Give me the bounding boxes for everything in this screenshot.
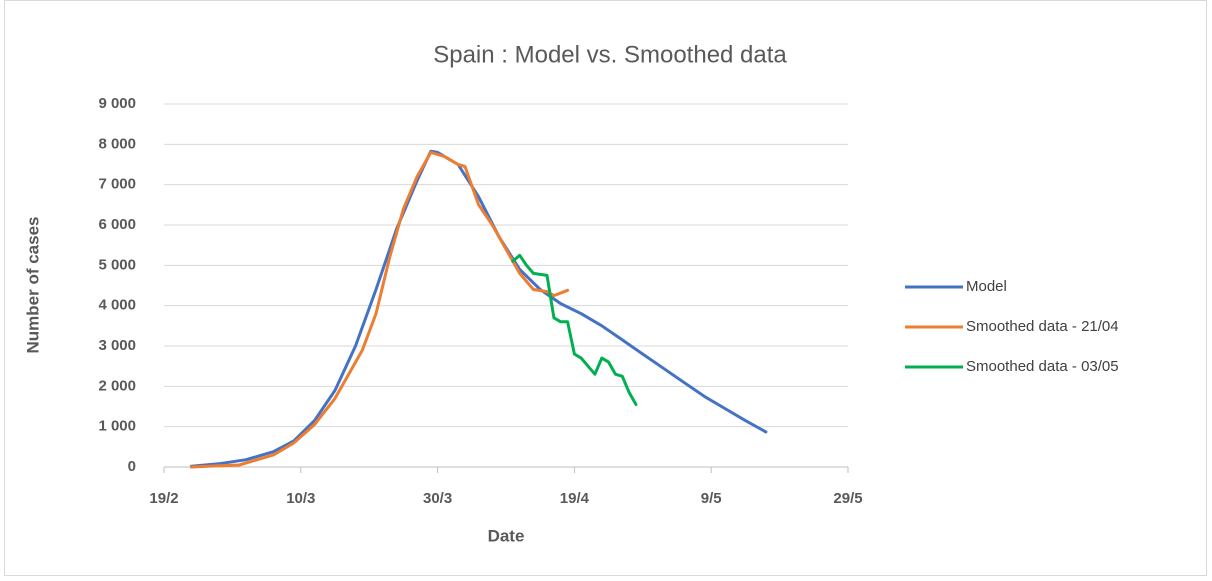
x-tick-label: 29/5 <box>833 490 862 507</box>
x-tick-label: 10/3 <box>286 490 315 507</box>
y-tick-label: 6 000 <box>98 216 136 233</box>
y-tick-label: 9 000 <box>98 95 136 112</box>
series-line <box>511 253 638 406</box>
y-tick-label: 7 000 <box>98 176 136 193</box>
x-tick-label: 19/2 <box>149 490 178 507</box>
legend-label: Smoothed data - 03/05 <box>966 358 1119 375</box>
legend-label: Model <box>966 278 1007 295</box>
y-tick-label: 1 000 <box>98 418 136 435</box>
series-line <box>189 149 768 468</box>
y-tick-label: 0 <box>128 458 136 475</box>
chart-title: Spain : Model vs. Smoothed data <box>433 41 787 68</box>
chart-border <box>4 0 1207 576</box>
x-tick-label: 30/3 <box>423 490 452 507</box>
legend-label: Smoothed data - 21/04 <box>966 318 1119 335</box>
x-axis-title: Date <box>488 526 525 545</box>
y-tick-label: 3 000 <box>98 337 136 354</box>
y-axis-title: Number of cases <box>23 217 42 354</box>
series-line <box>189 150 570 469</box>
x-tick-label: 19/4 <box>560 490 590 507</box>
y-tick-label: 5 000 <box>98 256 136 273</box>
y-tick-label: 4 000 <box>98 297 136 314</box>
x-tick-label: 9/5 <box>701 490 722 507</box>
y-tick-label: 2 000 <box>98 377 136 394</box>
y-tick-label: 8 000 <box>98 135 136 152</box>
